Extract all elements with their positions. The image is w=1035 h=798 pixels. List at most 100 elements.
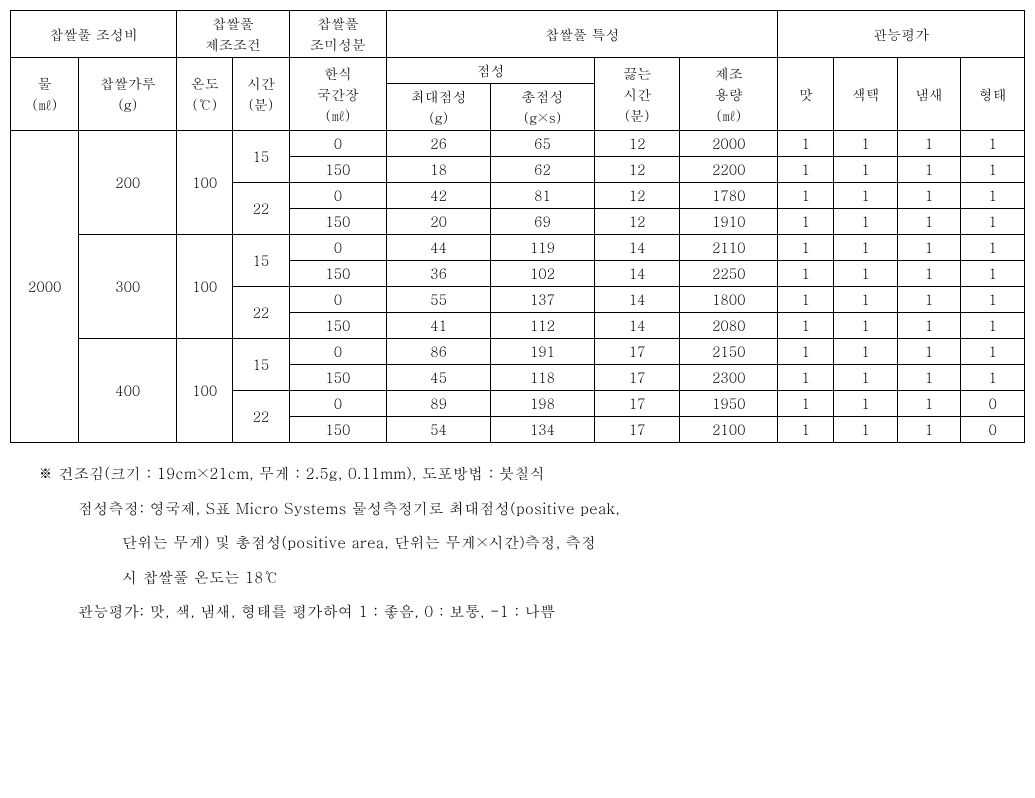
- cell-boil: 12: [594, 131, 680, 157]
- cell-flour: 200: [79, 131, 177, 235]
- cell-taste: 1: [778, 313, 834, 339]
- cell-tot: 118: [491, 365, 595, 391]
- cell-max: 44: [387, 235, 491, 261]
- hdr-soy: 한식국간장(㎖): [289, 58, 387, 131]
- hdr-seasoning: 찹쌀풀조미성분: [289, 11, 387, 58]
- cell-smell: 1: [897, 235, 961, 261]
- cell-soy: 150: [289, 365, 387, 391]
- cell-boil: 14: [594, 287, 680, 313]
- cell-smell: 1: [897, 313, 961, 339]
- cell-soy: 0: [289, 131, 387, 157]
- cell-smell: 1: [897, 339, 961, 365]
- hdr-conditions: 찹쌀풀제조조건: [177, 11, 289, 58]
- cell-taste: 1: [778, 157, 834, 183]
- cell-vol: 1800: [680, 287, 778, 313]
- cell-shape: 1: [961, 365, 1025, 391]
- cell-taste: 1: [778, 183, 834, 209]
- cell-smell: 1: [897, 391, 961, 417]
- cell-tot: 191: [491, 339, 595, 365]
- cell-color: 1: [834, 131, 898, 157]
- cell-shape: 1: [961, 261, 1025, 287]
- cell-soy: 0: [289, 391, 387, 417]
- note-line: 관능평가: 맛, 색, 냄새, 형태를 평가하여 1 : 좋음, 0 : 보통,…: [38, 595, 1025, 630]
- cell-tot: 62: [491, 157, 595, 183]
- hdr-taste: 맛: [778, 58, 834, 131]
- cell-shape: 0: [961, 391, 1025, 417]
- cell-shape: 1: [961, 209, 1025, 235]
- cell-soy: 0: [289, 235, 387, 261]
- cell-flour: 400: [79, 339, 177, 443]
- cell-taste: 1: [778, 287, 834, 313]
- header-row-1: 찹쌀풀 조성비 찹쌀풀제조조건 찹쌀풀조미성분 찹쌀풀 특성 관능평가: [11, 11, 1025, 58]
- cell-smell: 1: [897, 183, 961, 209]
- hdr-color: 색택: [834, 58, 898, 131]
- note-line: 시 찹쌀풀 온도는 18℃: [38, 561, 1025, 596]
- cell-tot: 198: [491, 391, 595, 417]
- cell-boil: 12: [594, 209, 680, 235]
- cell-smell: 1: [897, 261, 961, 287]
- cell-taste: 1: [778, 417, 834, 443]
- cell-max: 20: [387, 209, 491, 235]
- table-row: 300 100 15 0 44 119 14 2110 1 1 1 1: [11, 235, 1025, 261]
- cell-time: 22: [233, 183, 289, 235]
- cell-time: 15: [233, 131, 289, 183]
- cell-boil: 14: [594, 235, 680, 261]
- cell-tot: 81: [491, 183, 595, 209]
- note-line: 점성측정: 영국제, S표 Micro Systems 물성측정기로 최대점성(…: [38, 492, 1025, 527]
- cell-smell: 1: [897, 365, 961, 391]
- cell-vol: 2250: [680, 261, 778, 287]
- cell-max: 18: [387, 157, 491, 183]
- cell-tot: 69: [491, 209, 595, 235]
- cell-max: 41: [387, 313, 491, 339]
- hdr-temp: 온도(℃): [177, 58, 233, 131]
- footnotes: ※ 건조김(크기 : 19cm×21cm, 무게 : 2.5g, 0.11mm)…: [10, 457, 1025, 630]
- cell-max: 89: [387, 391, 491, 417]
- cell-taste: 1: [778, 339, 834, 365]
- cell-shape: 1: [961, 313, 1025, 339]
- cell-time: 22: [233, 391, 289, 443]
- note-line: ※ 건조김(크기 : 19cm×21cm, 무게 : 2.5g, 0.11mm)…: [38, 457, 1025, 492]
- hdr-properties: 찹쌀풀 특성: [387, 11, 778, 58]
- cell-taste: 1: [778, 131, 834, 157]
- cell-taste: 1: [778, 365, 834, 391]
- cell-shape: 1: [961, 339, 1025, 365]
- cell-vol: 2100: [680, 417, 778, 443]
- cell-color: 1: [834, 417, 898, 443]
- hdr-boil: 끓는시간(분): [594, 58, 680, 131]
- cell-boil: 14: [594, 313, 680, 339]
- cell-max: 42: [387, 183, 491, 209]
- cell-vol: 2000: [680, 131, 778, 157]
- cell-shape: 1: [961, 183, 1025, 209]
- cell-boil: 12: [594, 157, 680, 183]
- cell-shape: 1: [961, 235, 1025, 261]
- table-row: 400 100 15 0 86 191 17 2150 1 1 1 1: [11, 339, 1025, 365]
- cell-vol: 2080: [680, 313, 778, 339]
- cell-smell: 1: [897, 287, 961, 313]
- cell-vol: 2300: [680, 365, 778, 391]
- header-row-2: 물(㎖) 찹쌀가루(g) 온도(℃) 시간(분) 한식국간장(㎖) 점성 끓는시…: [11, 58, 1025, 84]
- cell-vol: 1780: [680, 183, 778, 209]
- cell-max: 26: [387, 131, 491, 157]
- cell-soy: 0: [289, 287, 387, 313]
- cell-soy: 0: [289, 339, 387, 365]
- cell-soy: 150: [289, 417, 387, 443]
- cell-tot: 112: [491, 313, 595, 339]
- cell-tot: 134: [491, 417, 595, 443]
- hdr-visc-group: 점성: [387, 58, 595, 84]
- cell-max: 36: [387, 261, 491, 287]
- cell-max: 54: [387, 417, 491, 443]
- cell-color: 1: [834, 339, 898, 365]
- cell-taste: 1: [778, 209, 834, 235]
- note-line: 단위는 무게) 및 총점성(positive area, 단위는 무게×시간)측…: [38, 526, 1025, 561]
- hdr-flour: 찹쌀가루(g): [79, 58, 177, 131]
- cell-smell: 1: [897, 209, 961, 235]
- cell-color: 1: [834, 365, 898, 391]
- cell-vol: 1950: [680, 391, 778, 417]
- cell-boil: 12: [594, 183, 680, 209]
- hdr-sensory: 관능평가: [778, 11, 1025, 58]
- data-table: 찹쌀풀 조성비 찹쌀풀제조조건 찹쌀풀조미성분 찹쌀풀 특성 관능평가 물(㎖)…: [10, 10, 1025, 443]
- cell-color: 1: [834, 287, 898, 313]
- cell-vol: 1910: [680, 209, 778, 235]
- cell-shape: 1: [961, 287, 1025, 313]
- hdr-time: 시간(분): [233, 58, 289, 131]
